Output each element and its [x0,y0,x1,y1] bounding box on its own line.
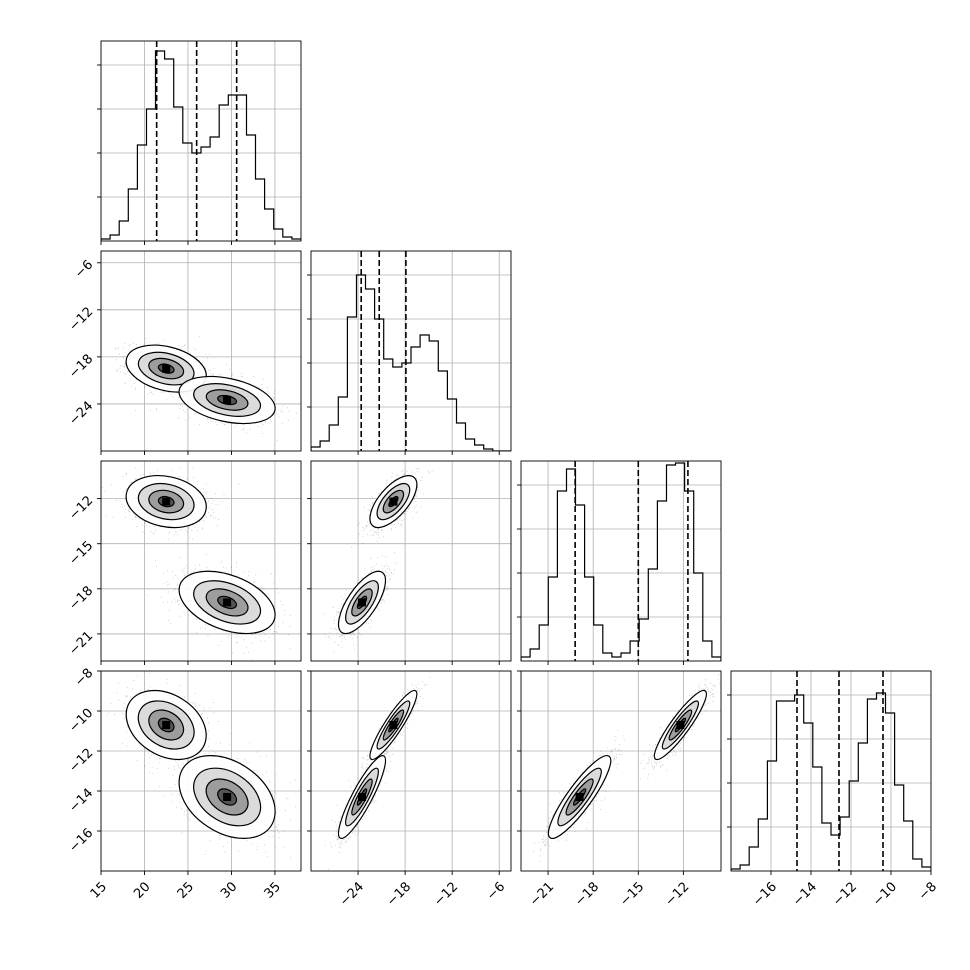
panel-frame [310,670,512,872]
panel-1-1 [307,250,512,455]
y-tick-label: −12 [66,493,96,523]
x-tick-label: −12 [662,879,692,909]
y-tick-label: −18 [66,584,96,614]
density-peak [676,721,685,729]
panel-frame [100,250,302,452]
x-tick-label: −21 [527,879,557,909]
x-tick-label: −18 [572,879,602,909]
panel-plot-area [311,251,511,451]
panel-2-1 [307,460,512,665]
density-peak [575,793,584,801]
panel-frame [520,670,722,872]
density-peak [162,721,171,729]
panel-2-2 [517,460,722,665]
y-tick-label: −21 [66,629,96,659]
panel-frame [100,670,302,872]
panel-3-0: 15 20 25 30 35 −16 −14 −12 −10 −8 [66,666,302,902]
y-tick-label: −6 [72,257,96,281]
panel-3-2: −21 −18 −15 −12 [517,670,722,909]
x-tick-label: 35 [262,879,284,901]
x-tick-label: −18 [384,879,414,909]
y-tick-label: −24 [66,399,96,429]
panel-frame [730,670,932,872]
y-tick-label: −18 [66,352,96,382]
y-tick-label: −8 [72,666,96,690]
x-tick-label: −8 [916,879,940,903]
histogram-step [731,692,931,871]
panel-plot-area [521,671,721,871]
panel-plot-area [101,251,301,451]
x-tick-label: −16 [750,879,780,909]
density-peak [358,793,366,801]
y-tick-label: −16 [66,826,96,856]
panel-frame [310,460,512,662]
y-tick-label: −10 [66,706,96,736]
panel-2-0: −21 −18 −15 −12 [66,460,302,665]
x-tick-label: −6 [484,879,508,903]
density-peak [162,497,171,506]
panel-frame [520,460,722,662]
y-tick-label: −14 [66,786,96,816]
x-tick-label: 30 [218,879,240,901]
x-tick-label: −12 [830,879,860,909]
panel-frame [100,40,302,242]
density-peak [162,364,171,373]
x-tick-label: −14 [790,879,820,909]
panel-plot-area [101,41,301,241]
density-peak [223,793,232,801]
y-tick-label: −12 [66,746,96,776]
x-tick-label: −24 [337,879,367,909]
x-tick-label: −12 [431,879,461,909]
density-peak [223,396,232,404]
panel-plot-area [311,671,511,871]
panel-1-0: −24 −18 −12 −6 [66,250,302,455]
y-tick-label: −12 [66,305,96,335]
histogram-step [521,462,721,661]
density-peak [389,497,398,506]
y-tick-label: −15 [66,538,96,568]
panel-3-1: −24 −18 −12 −6 [307,670,512,909]
panel-plot-area [101,671,301,871]
density-peak [389,721,398,729]
panel-frame [100,460,302,662]
density-peak [223,598,232,607]
x-tick-label: 20 [131,879,153,901]
x-tick-label: −10 [870,879,900,909]
panel-3-3: −16 −14 −12 −10 −8 [727,670,940,909]
panel-plot-area [731,671,931,871]
panel-plot-area [311,461,511,661]
x-tick-label: 25 [175,879,197,901]
panel-0-0 [97,40,302,245]
density-peak [358,598,366,607]
x-tick-label: −15 [617,879,647,909]
panel-plot-area [101,461,301,661]
panel-frame [310,250,512,452]
histogram-step [101,50,301,241]
panel-plot-area [521,461,721,661]
x-tick-label: 15 [88,879,110,901]
